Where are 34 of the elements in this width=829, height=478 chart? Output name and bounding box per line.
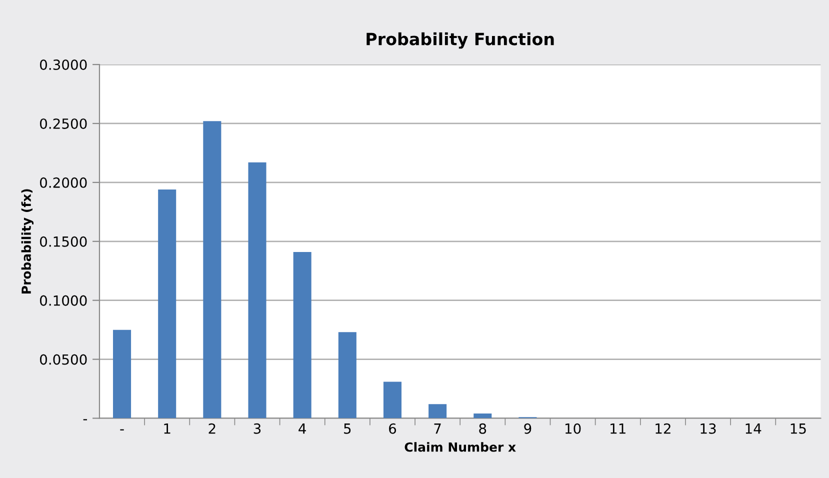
y-tick-label: 0.0500 (40, 354, 87, 365)
x-tick-label: 11 (610, 424, 626, 434)
y-tick-label: 0.2000 (40, 177, 87, 188)
y-tick-label: 0.3000 (40, 60, 87, 70)
y-axis-title: Probability (fx) (21, 189, 34, 294)
x-axis-title: Claim Number x (404, 442, 516, 452)
bar (203, 121, 222, 418)
x-tick-label: 4 (298, 424, 306, 434)
x-tick-label: 3 (254, 423, 261, 434)
y-tick-label: 0.1500 (40, 236, 87, 247)
x-tick-label: 6 (389, 423, 396, 434)
x-tick-label: 9 (524, 423, 532, 434)
bar (474, 414, 492, 418)
y-tick-label: 0.2500 (40, 118, 87, 129)
chart-title: Probability Function (366, 32, 554, 49)
x-tick-label: 10 (565, 423, 581, 434)
bar (158, 190, 176, 418)
x-tick-label: 8 (479, 423, 486, 434)
x-tick-label: 2 (208, 423, 216, 434)
bar (113, 330, 132, 418)
x-tick-label: 1 (164, 424, 170, 434)
y-tick-label: 0.1000 (40, 295, 87, 306)
x-tick-label: 12 (656, 423, 670, 434)
y-tick-label: - (83, 419, 87, 420)
bar (428, 404, 447, 418)
x-tick-label: 15 (790, 424, 806, 434)
x-tick-label: 5 (344, 424, 351, 434)
bar (383, 382, 402, 418)
x-tick-label: 7 (434, 424, 441, 434)
bar (338, 332, 356, 418)
x-tick-label: 14 (746, 424, 762, 434)
x-tick-label: 13 (700, 423, 716, 434)
bar (248, 162, 266, 418)
bar (293, 252, 312, 418)
